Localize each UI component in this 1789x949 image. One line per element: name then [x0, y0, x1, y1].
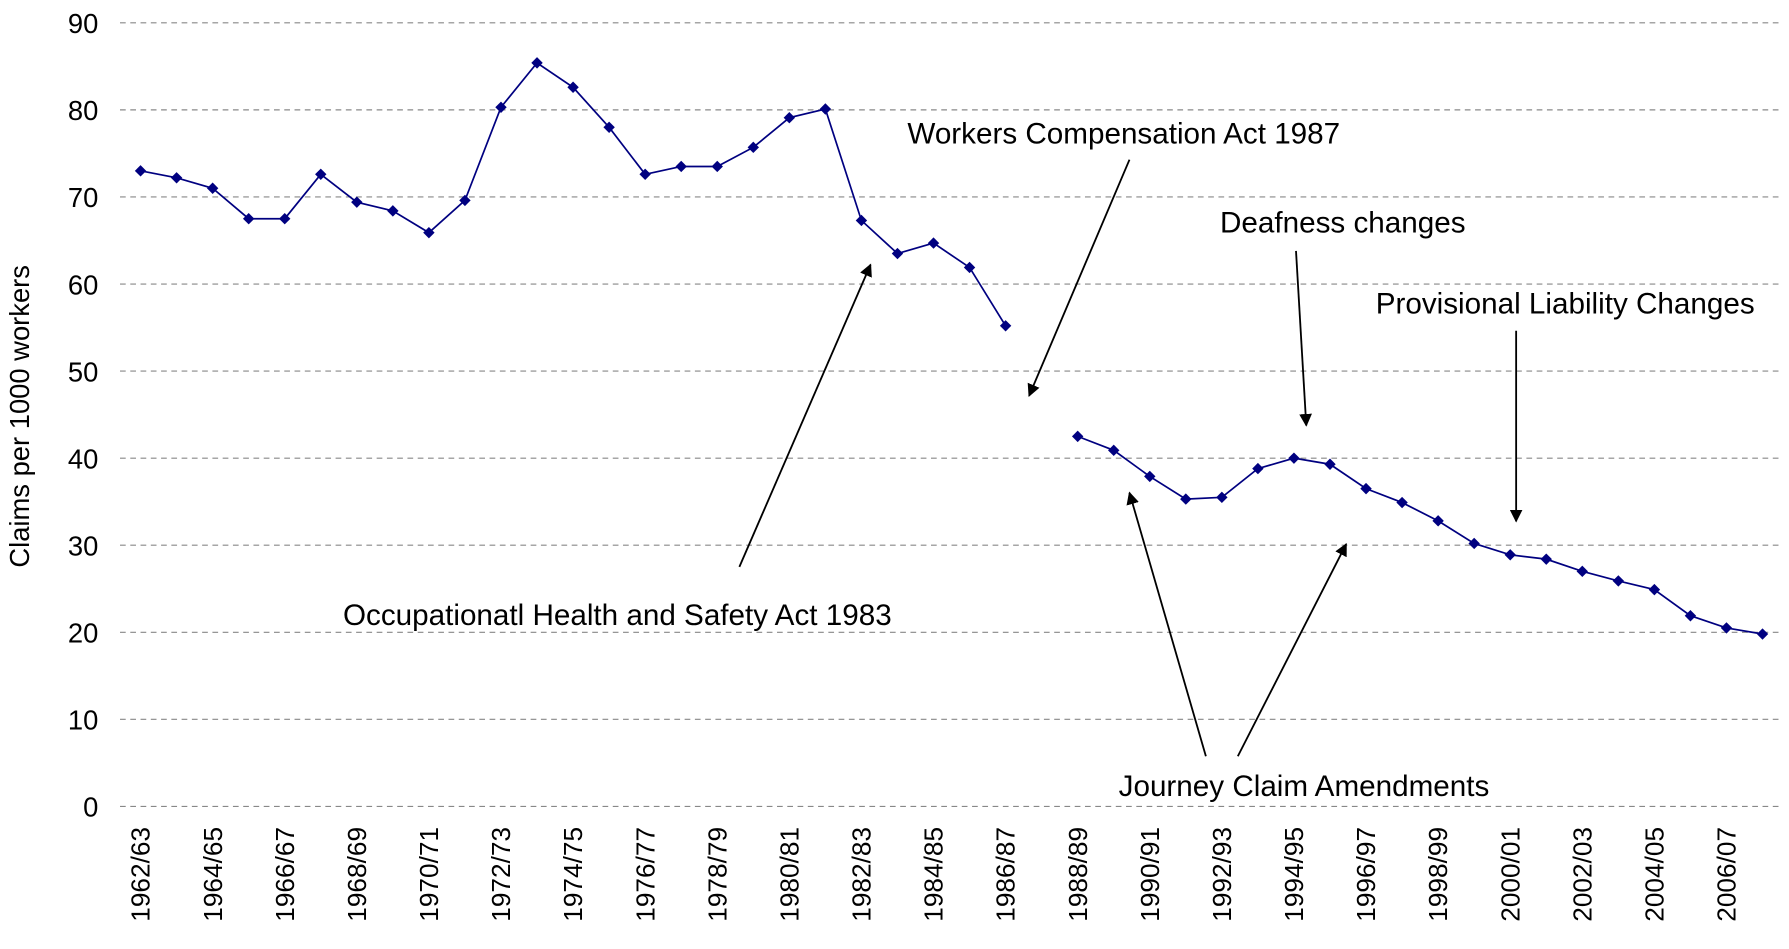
data-point: [315, 168, 327, 181]
x-tick-label: 1972/73: [486, 827, 516, 922]
series-line: [1077, 435, 1763, 635]
data-point: [1648, 583, 1661, 596]
y-tick-label: 40: [68, 443, 98, 474]
data-point: [242, 213, 255, 225]
data-point: [1684, 610, 1697, 622]
x-tick-label: 1978/79: [702, 827, 732, 922]
data-point: [603, 121, 615, 133]
x-tick-label: 2006/07: [1712, 827, 1742, 922]
data-point: [1504, 549, 1516, 561]
x-tick-label: 2000/01: [1495, 827, 1525, 922]
data-point: [279, 213, 291, 225]
x-tick-label: 1962/63: [126, 827, 156, 922]
data-point: [351, 196, 363, 208]
y-tick-label: 90: [68, 8, 98, 39]
data-point: [567, 81, 579, 93]
data-point: [1071, 430, 1084, 443]
y-tick-label: 30: [68, 530, 98, 561]
data-point: [1540, 553, 1552, 565]
data-point: [1396, 496, 1408, 509]
y-tick-label: 80: [68, 95, 98, 126]
x-tick-label: 2002/03: [1567, 827, 1597, 922]
x-tick-label: 1970/71: [414, 827, 444, 922]
x-tick-label: 1976/77: [630, 827, 660, 922]
x-tick-label: 1968/69: [342, 827, 372, 922]
x-tick-label: 1994/95: [1279, 827, 1309, 922]
data-point: [387, 205, 399, 217]
data-point: [927, 237, 940, 249]
annotation-arrow: [1237, 542, 1348, 757]
annotation: Journey Claim Amendments: [1119, 770, 1490, 803]
x-tick-label: 1984/85: [919, 827, 949, 922]
annotation-arrow: [1027, 159, 1131, 397]
y-tick-label: 70: [68, 182, 98, 213]
data-point: [423, 226, 435, 239]
annotation: Workers Compensation Act 1987: [907, 118, 1340, 151]
annotation-arrow: [738, 263, 872, 568]
x-tick-label: 1982/83: [847, 827, 877, 922]
data-point: [783, 112, 796, 124]
x-tick-label: 1992/93: [1207, 827, 1237, 922]
data-point: [1324, 458, 1336, 470]
y-tick-label: 10: [68, 705, 98, 736]
data-point: [495, 101, 507, 113]
y-axis-label: Claims per 1000 workers: [4, 265, 35, 568]
annotation-arrow: [1295, 250, 1312, 427]
data-point: [711, 160, 723, 173]
data-point: [459, 194, 471, 207]
x-tick-label: 1974/75: [558, 827, 588, 922]
data-point: [170, 172, 183, 184]
data-point: [1216, 491, 1228, 504]
x-tick-label: 1986/87: [991, 827, 1021, 922]
data-point: [747, 141, 759, 154]
x-tick-label: 1966/67: [270, 827, 300, 922]
data-point: [963, 261, 976, 274]
x-tick-label: 2004/05: [1640, 827, 1670, 922]
y-tick-label: 20: [68, 618, 98, 649]
data-point: [999, 320, 1012, 332]
x-tick-label: 1980/81: [774, 827, 804, 922]
data-point: [675, 160, 687, 173]
y-tick-label: 0: [83, 792, 98, 823]
data-point: [1432, 515, 1444, 527]
y-tick-label: 60: [68, 269, 98, 300]
data-point: [1144, 470, 1156, 483]
x-tick-label: 1990/91: [1135, 827, 1165, 922]
data-point: [1108, 444, 1120, 457]
data-point: [819, 103, 832, 115]
x-tick-label: 1988/89: [1063, 827, 1093, 922]
annotation: Occupationatl Health and Safety Act 1983: [343, 599, 892, 632]
data-point: [1756, 628, 1769, 640]
data-point: [134, 165, 147, 177]
data-point: [1180, 493, 1192, 505]
data-point: [1360, 482, 1372, 495]
data-point: [639, 168, 651, 181]
annotation-arrow: [1126, 491, 1207, 757]
data-point: [891, 247, 904, 260]
data-point: [531, 57, 543, 69]
data-point: [1612, 575, 1625, 587]
x-tick-label: 1998/99: [1423, 827, 1453, 922]
y-tick-label: 50: [68, 356, 98, 387]
data-point: [855, 214, 868, 227]
x-tick-label: 1964/65: [198, 827, 228, 922]
x-tick-label: 1996/97: [1351, 827, 1381, 922]
annotation: Provisional Liability Changes: [1376, 288, 1755, 321]
data-point: [206, 182, 219, 194]
data-point: [1252, 462, 1264, 475]
data-point: [1468, 537, 1480, 550]
data-point: [1720, 622, 1733, 634]
data-point: [1288, 452, 1300, 464]
data-point: [1576, 565, 1588, 578]
series-line: [140, 61, 1007, 327]
annotation: Deafness changes: [1220, 207, 1466, 240]
